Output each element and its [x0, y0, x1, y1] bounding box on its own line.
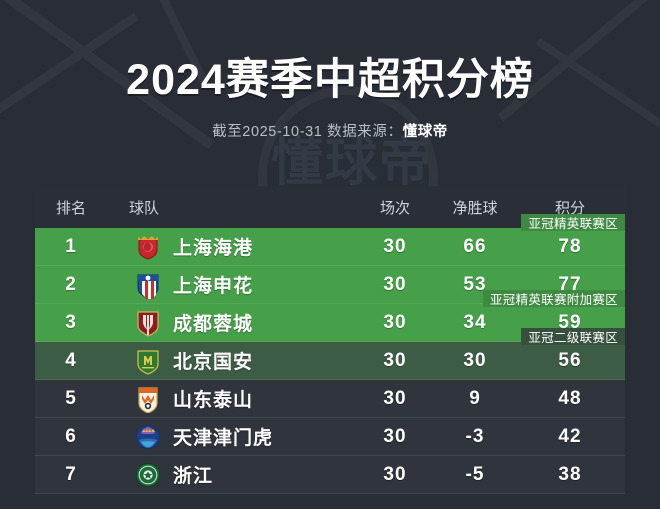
team-name: 山东泰山 — [173, 390, 254, 411]
chengdu-rongcheng-crest — [135, 309, 161, 337]
team-name: 北京国安 — [173, 352, 254, 373]
cell-team: 上海海港 — [107, 233, 355, 261]
page-subtitle: 截至2025-10-31 数据来源：懂球帝 — [0, 120, 660, 141]
table-row[interactable]: 5 山东泰山 30 9 48 — [35, 380, 625, 418]
cell-goal-diff: -3 — [465, 425, 485, 447]
cell-team: 成都蓉城 — [107, 309, 355, 337]
cell-rank: 2 — [65, 273, 77, 295]
table-header-row: 排名 球队 场次 净胜球 积分 — [35, 186, 625, 228]
cell-played: 30 — [383, 235, 407, 257]
subtitle-date-source: 截至2025-10-31 数据来源： — [212, 124, 403, 141]
zone-badge: 亚冠精英联赛附加赛区 — [482, 290, 625, 307]
table-row[interactable]: 6 天津津门虎 30 -3 42 — [35, 418, 625, 456]
cell-played: 30 — [383, 387, 407, 409]
cell-points: 48 — [558, 387, 582, 409]
column-header-played: 场次 — [379, 199, 410, 217]
cell-points: 56 — [558, 349, 582, 371]
table-row[interactable]: 1 上海海港 30 66 78 亚冠精英联赛区 — [35, 214, 625, 266]
cell-rank: 5 — [65, 387, 77, 409]
shanghai-port-crest — [135, 233, 161, 261]
tianjin-jinmenhu-crest — [135, 423, 161, 451]
cell-points: 78 — [558, 235, 582, 257]
cell-rank: 6 — [65, 425, 77, 447]
team-name: 天津津门虎 — [173, 428, 274, 449]
beijing-guoan-crest — [135, 347, 161, 375]
cell-points: 42 — [558, 425, 582, 447]
cell-goal-diff: 30 — [463, 349, 487, 371]
zone-badge: 亚冠二级联赛区 — [521, 328, 625, 345]
cell-points: 77 — [558, 273, 582, 295]
cell-rank: 3 — [65, 311, 77, 333]
column-header-rank: 排名 — [55, 199, 86, 217]
cell-goal-diff: 66 — [463, 235, 487, 257]
page-title: 2024赛季中超积分榜 — [126, 56, 534, 104]
shanghai-shenhua-crest — [135, 271, 161, 301]
shandong-taishan-crest — [135, 385, 161, 414]
column-header-team: 球队 — [129, 199, 160, 217]
cell-rank: 7 — [65, 463, 77, 485]
cell-team: 山东泰山 — [107, 385, 355, 414]
cell-points: 59 — [558, 311, 582, 333]
column-header-points: 积分 — [554, 199, 585, 217]
cell-goal-diff: 53 — [463, 273, 487, 295]
team-name: 上海海港 — [173, 238, 254, 259]
table-body: 1 上海海港 30 66 78 亚冠精英联赛区 2 上海申花 30 53 77 3 成都蓉城 30 34 59… — [35, 214, 625, 494]
standings-table: 排名 球队 场次 净胜球 积分 1 上海海港 30 66 78 亚冠精英联赛区 2 上海申花 3… — [35, 186, 625, 494]
zhejiang-crest — [135, 461, 161, 489]
data-source-name: 懂球帝 — [402, 124, 448, 141]
zone-badge: 亚冠精英联赛区 — [521, 214, 625, 231]
cell-points: 38 — [558, 463, 582, 485]
cell-goal-diff: 34 — [463, 311, 487, 333]
cell-played: 30 — [383, 349, 407, 371]
table-row[interactable]: 4 北京国安 30 30 56 亚冠二级联赛区 — [35, 328, 625, 380]
cell-goal-diff: -5 — [465, 463, 485, 485]
team-name: 成都蓉城 — [173, 314, 254, 335]
cell-team: 浙江 — [107, 461, 355, 489]
cell-rank: 1 — [65, 235, 77, 257]
table-row[interactable]: 7 浙江 30 -5 38 — [35, 456, 625, 494]
cell-played: 30 — [383, 463, 407, 485]
column-header-goal-diff: 净胜球 — [452, 199, 498, 217]
cell-goal-diff: 9 — [469, 387, 481, 409]
team-name: 浙江 — [173, 466, 214, 487]
team-name: 上海申花 — [173, 276, 254, 297]
cell-team: 天津津门虎 — [107, 423, 355, 451]
cell-rank: 4 — [65, 349, 77, 371]
cell-played: 30 — [383, 273, 407, 295]
cell-team: 上海申花 — [107, 271, 355, 301]
cell-team: 北京国安 — [107, 347, 355, 375]
cell-played: 30 — [383, 311, 407, 333]
cell-played: 30 — [383, 425, 407, 447]
page-header: 2024赛季中超积分榜 截至2025-10-31 数据来源：懂球帝 — [0, 0, 660, 141]
